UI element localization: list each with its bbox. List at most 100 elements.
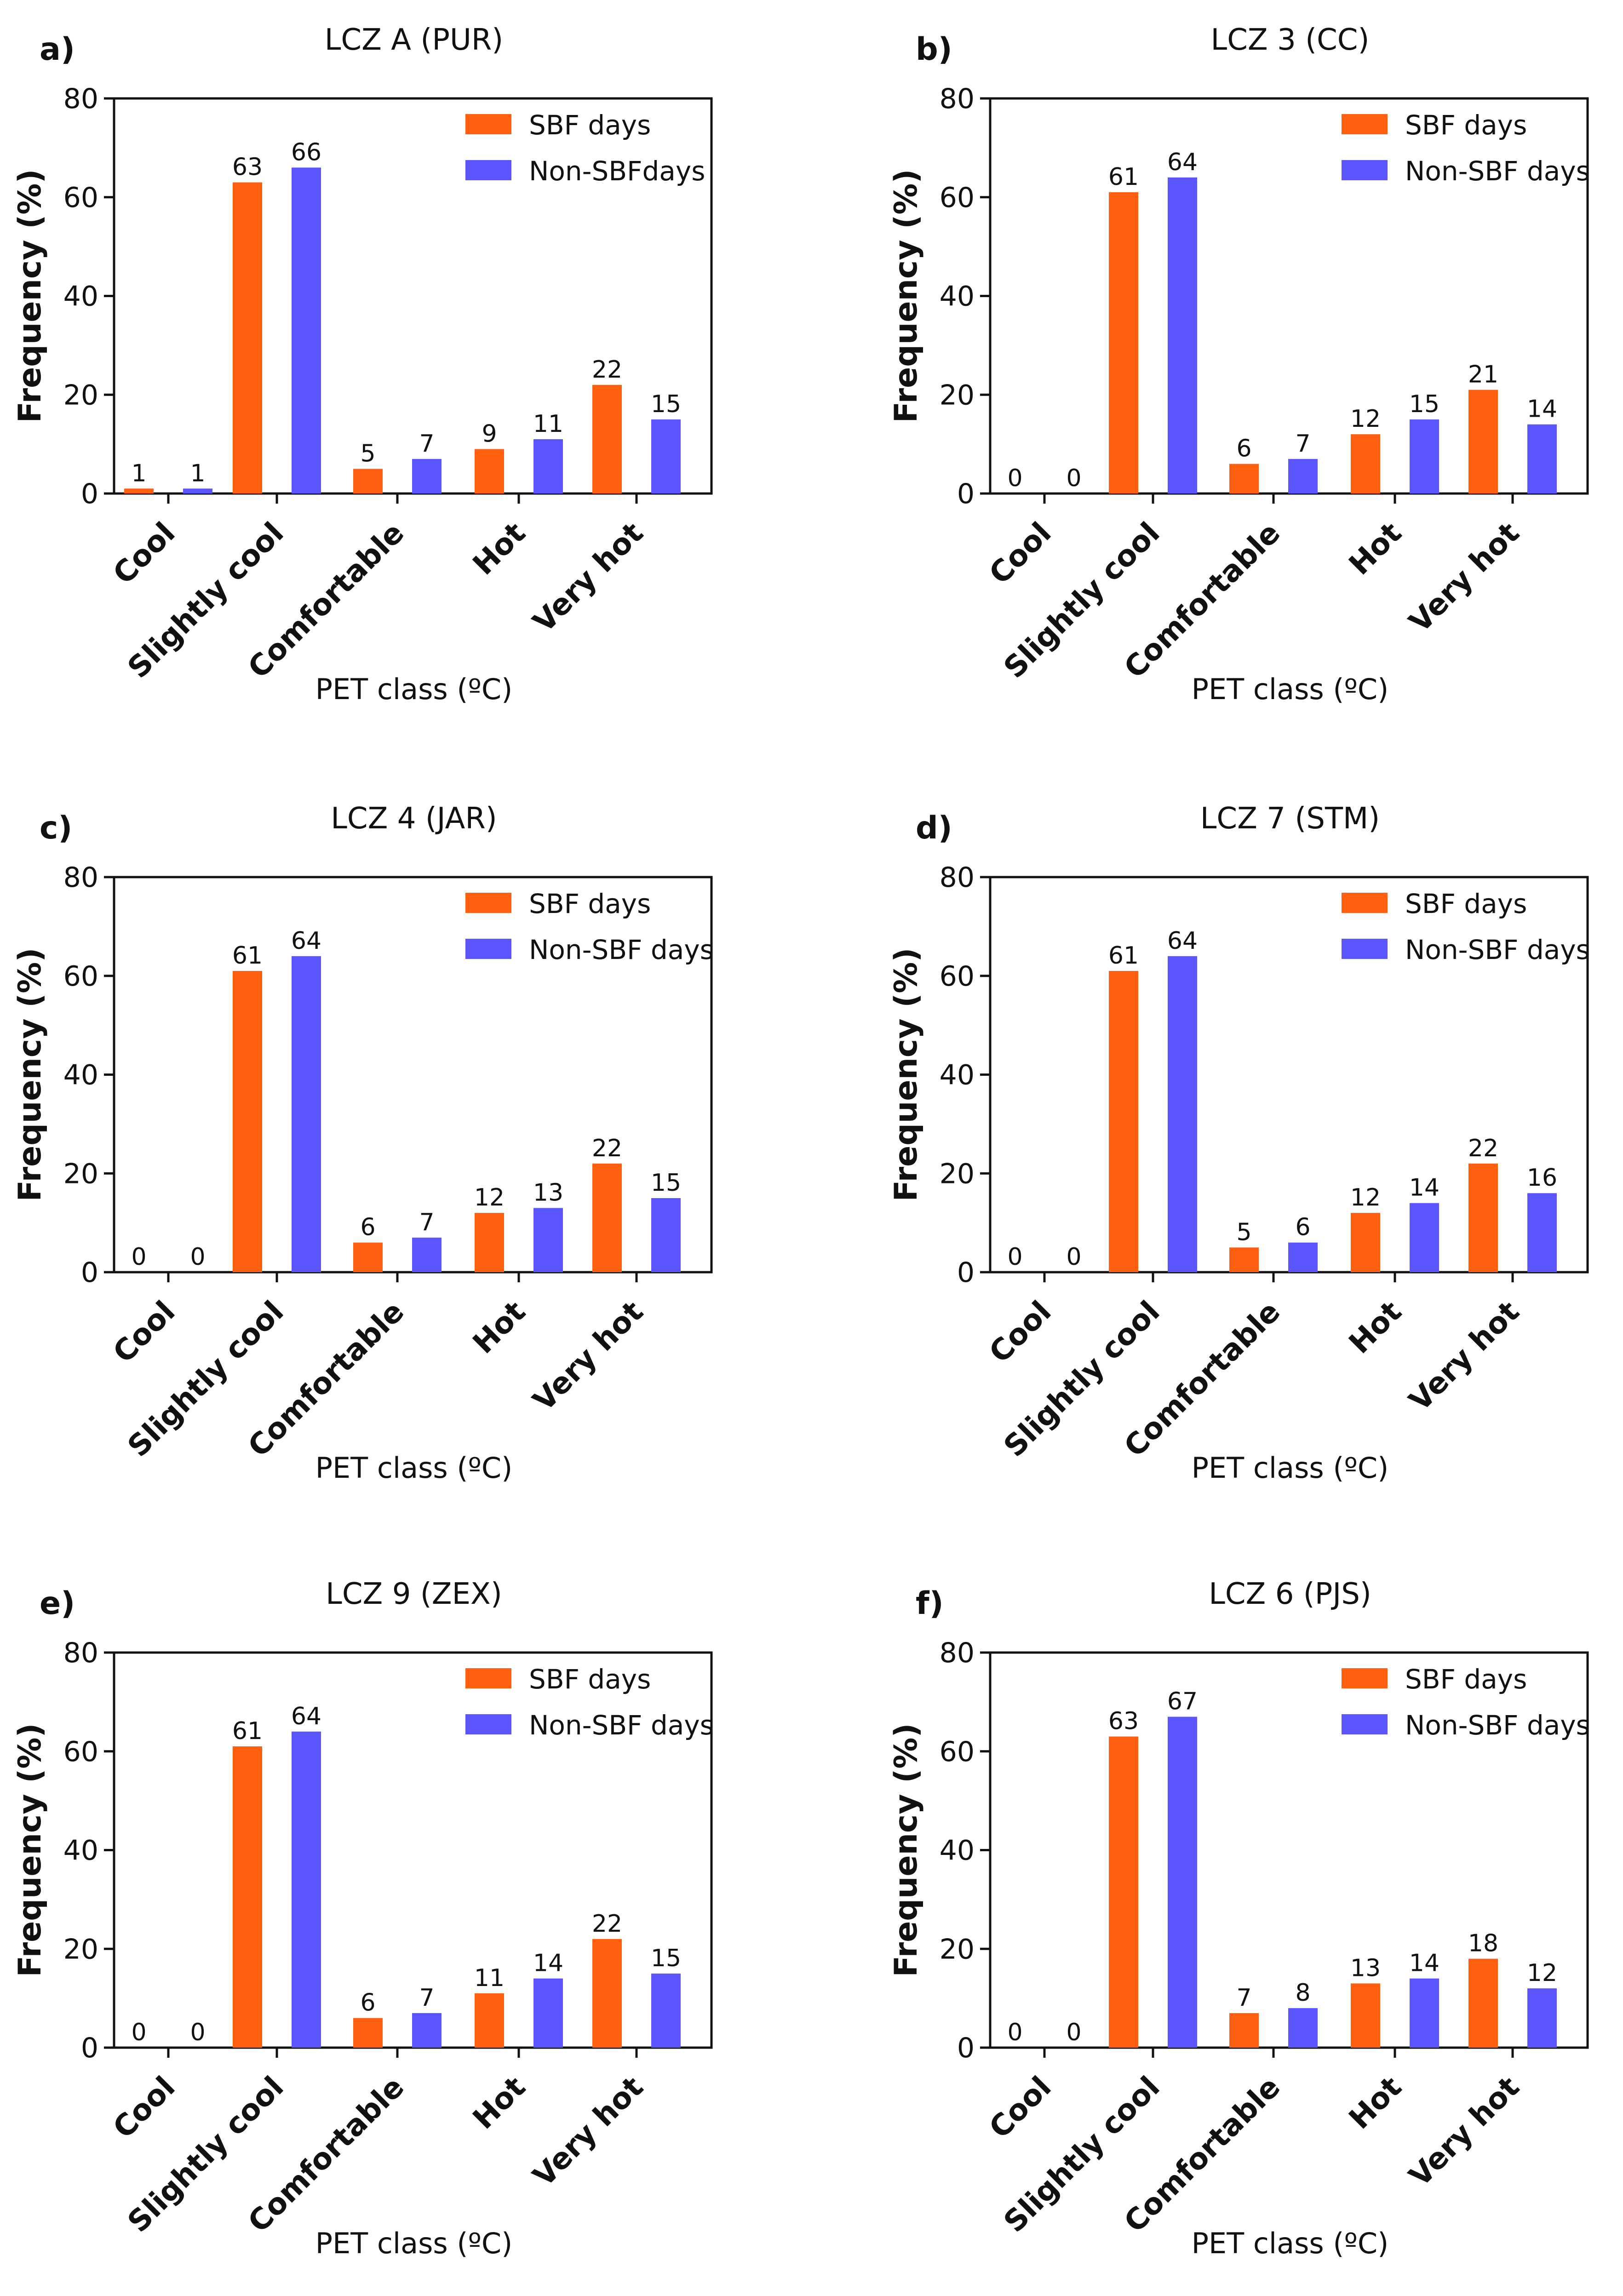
- data-label: 0: [1007, 465, 1022, 492]
- data-label: 0: [131, 2019, 146, 2046]
- y-tick-label: 40: [940, 1835, 975, 1867]
- panel-letter: d): [916, 810, 952, 846]
- legend-swatch-sbf: [1342, 893, 1388, 913]
- chart-title: LCZ 3 (CC): [1211, 23, 1370, 57]
- bar-sbf-very-hot: [592, 1163, 622, 1272]
- data-label: 5: [1236, 1218, 1251, 1246]
- data-label: 6: [1295, 1214, 1310, 1241]
- data-label: 0: [1066, 1243, 1081, 1271]
- bar-non-sbf-comfortable: [1288, 1242, 1318, 1272]
- bar-non-sbf-hot: [533, 1208, 563, 1272]
- bar-sbf-hot: [1351, 1983, 1380, 2048]
- y-tick-label: 40: [63, 1835, 98, 1867]
- legend-label: Non-SBFdays: [529, 155, 705, 187]
- legend-label: SBF days: [1405, 888, 1527, 919]
- bar-non-sbf-hot: [533, 439, 563, 494]
- data-label: 12: [474, 1184, 505, 1211]
- y-axis-label: Frequency (%): [12, 948, 48, 1202]
- bar-sbf-comfortable: [1229, 2013, 1259, 2048]
- data-label: 13: [1350, 1954, 1381, 1982]
- panel-letter: a): [40, 31, 75, 68]
- bar-non-sbf-slightly-cool: [292, 167, 321, 494]
- data-label: 15: [651, 1169, 681, 1197]
- data-label: 16: [1527, 1164, 1557, 1192]
- data-label: 14: [1527, 396, 1557, 423]
- data-label: 22: [592, 356, 622, 384]
- bar-non-sbf-comfortable: [412, 1237, 442, 1272]
- bar-non-sbf-very-hot: [1527, 1193, 1557, 1272]
- data-label: 1: [190, 459, 205, 487]
- chart-title: LCZ 4 (JAR): [331, 802, 497, 836]
- bar-non-sbf-slightly-cool: [292, 1731, 321, 2048]
- bar-sbf-very-hot: [1468, 390, 1498, 494]
- y-axis-label: Frequency (%): [12, 1723, 48, 1977]
- legend-swatch-non-sbf: [1342, 160, 1388, 180]
- y-tick-label: 0: [957, 1257, 975, 1289]
- bar-sbf-slightly-cool: [1109, 971, 1138, 1272]
- data-label: 12: [1350, 405, 1381, 433]
- bar-sbf-comfortable: [1229, 1247, 1259, 1272]
- data-label: 21: [1468, 361, 1498, 389]
- data-label: 15: [651, 1945, 681, 1972]
- data-label: 0: [1066, 2019, 1081, 2046]
- y-tick-label: 80: [940, 1637, 975, 1669]
- y-tick-label: 20: [63, 1158, 98, 1190]
- y-tick-label: 0: [81, 478, 98, 510]
- data-label: 61: [232, 1717, 263, 1745]
- data-label: 6: [360, 1214, 375, 1241]
- data-label: 1: [131, 459, 146, 487]
- bar-sbf-slightly-cool: [233, 1746, 262, 2048]
- bar-non-sbf-very-hot: [1527, 424, 1557, 494]
- legend-label: Non-SBF days: [529, 1710, 714, 1741]
- data-label: 9: [482, 420, 497, 448]
- bar-sbf-hot: [1351, 434, 1380, 494]
- bar-sbf-comfortable: [1229, 464, 1259, 494]
- bar-sbf-hot: [475, 449, 504, 494]
- legend-swatch-sbf: [1342, 1668, 1388, 1688]
- panel-letter: b): [916, 31, 952, 68]
- x-axis-label: PET class (ºC): [1192, 2227, 1389, 2260]
- data-label: 12: [1350, 1184, 1381, 1211]
- data-label: 7: [419, 1209, 434, 1236]
- bar-non-sbf-comfortable: [412, 459, 442, 494]
- legend-label: Non-SBF days: [1405, 934, 1590, 965]
- x-axis-label: PET class (ºC): [1192, 672, 1389, 706]
- chart-title: LCZ 9 (ZEX): [326, 1577, 502, 1611]
- data-label: 7: [1295, 430, 1310, 458]
- y-tick-label: 0: [81, 1257, 98, 1289]
- y-tick-label: 0: [957, 2032, 975, 2064]
- bar-sbf-very-hot: [1468, 1958, 1498, 2048]
- legend-swatch-sbf: [465, 893, 511, 913]
- y-tick-label: 60: [940, 960, 975, 993]
- bar-non-sbf-comfortable: [1288, 459, 1318, 494]
- bar-non-sbf-hot: [533, 1978, 563, 2048]
- x-axis-label: PET class (ºC): [315, 1451, 513, 1485]
- y-axis-label: Frequency (%): [888, 1723, 924, 1977]
- legend-swatch-sbf: [465, 1668, 511, 1688]
- legend-swatch-sbf: [1342, 114, 1388, 134]
- data-label: 0: [1007, 2019, 1022, 2046]
- legend-label: SBF days: [1405, 1664, 1527, 1695]
- data-label: 0: [1066, 465, 1081, 492]
- data-label: 7: [1236, 1984, 1251, 2012]
- data-label: 22: [592, 1910, 622, 1938]
- bar-sbf-slightly-cool: [233, 182, 262, 494]
- data-label: 64: [1167, 927, 1198, 955]
- panel-letter: e): [40, 1585, 75, 1622]
- y-tick-label: 60: [63, 1736, 98, 1768]
- data-label: 22: [592, 1135, 622, 1162]
- y-tick-label: 80: [940, 861, 975, 894]
- data-label: 0: [190, 1243, 205, 1271]
- data-label: 64: [291, 927, 321, 955]
- x-axis-label: PET class (ºC): [315, 672, 513, 706]
- chart-title: LCZ 7 (STM): [1200, 802, 1380, 836]
- legend-swatch-sbf: [465, 114, 511, 134]
- y-tick-label: 0: [957, 478, 975, 510]
- x-axis-label: PET class (ºC): [1192, 1451, 1389, 1485]
- y-tick-label: 20: [940, 379, 975, 411]
- legend-label: Non-SBF days: [1405, 1710, 1590, 1741]
- data-label: 63: [232, 154, 263, 181]
- data-label: 11: [474, 1964, 505, 1992]
